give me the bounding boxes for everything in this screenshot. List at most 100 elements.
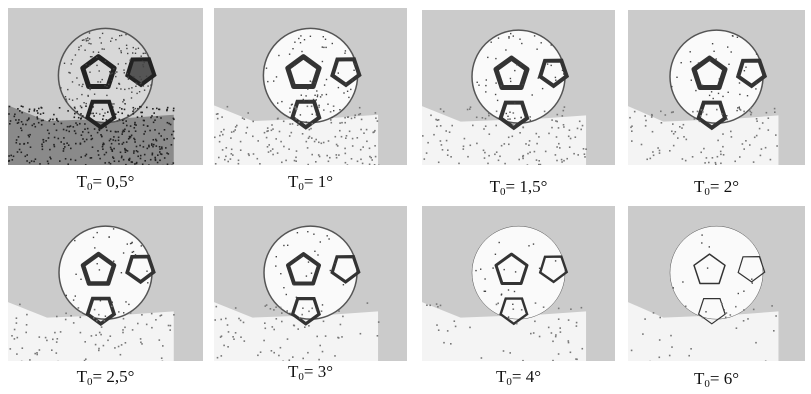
noise (308, 311, 310, 313)
noise (634, 111, 636, 113)
noise (84, 128, 86, 130)
noise (538, 136, 540, 138)
noise (125, 120, 127, 122)
noise (743, 148, 745, 150)
noise (497, 100, 498, 101)
noise (313, 99, 314, 100)
noise (527, 164, 529, 165)
noise (76, 77, 77, 78)
noise (727, 46, 728, 47)
noise (722, 96, 723, 97)
noise (128, 304, 129, 305)
noise (135, 53, 136, 54)
noise (712, 43, 713, 44)
noise (45, 140, 47, 142)
noise (68, 131, 70, 133)
noise (701, 234, 702, 235)
noise (123, 100, 124, 101)
noise (115, 76, 116, 77)
noise (124, 109, 126, 111)
noise (10, 120, 12, 122)
noise (352, 138, 354, 140)
noise (160, 117, 162, 119)
noise (307, 352, 309, 354)
noise (80, 118, 82, 120)
noise (86, 281, 87, 282)
noise (260, 351, 262, 353)
noise (54, 332, 56, 334)
noise (137, 108, 138, 109)
noise (75, 143, 77, 145)
noise (126, 125, 128, 127)
noise (289, 135, 291, 137)
noise (536, 49, 537, 50)
noise (297, 232, 298, 233)
noise (146, 324, 148, 326)
noise (36, 354, 38, 356)
noise (60, 141, 62, 143)
noise (314, 251, 315, 252)
noise (276, 256, 277, 257)
noise (281, 101, 282, 102)
noise (113, 228, 114, 229)
noise (296, 118, 298, 120)
noise (22, 106, 24, 108)
noise (762, 122, 764, 124)
noise (121, 157, 123, 159)
noise (88, 117, 90, 119)
noise (16, 353, 18, 355)
noise (650, 158, 652, 160)
noise (82, 84, 83, 85)
noise (294, 42, 295, 43)
noise (95, 344, 97, 346)
noise (563, 73, 564, 74)
noise (750, 114, 752, 116)
noise (19, 304, 21, 306)
noise (130, 60, 131, 61)
noise (97, 232, 98, 233)
noise (121, 344, 123, 346)
noise (124, 149, 126, 151)
noise (736, 110, 737, 111)
noise (579, 121, 581, 123)
noise (739, 156, 741, 158)
noise (482, 117, 484, 119)
noise (114, 347, 116, 349)
noise (121, 272, 122, 273)
noise (74, 113, 76, 115)
noise (276, 318, 278, 320)
noise (440, 305, 442, 307)
noise (128, 78, 129, 79)
noise (308, 137, 310, 139)
noise (125, 342, 127, 344)
noise (289, 313, 290, 314)
noise (318, 106, 320, 108)
noise (645, 125, 647, 127)
noise (756, 135, 758, 137)
noise (81, 311, 83, 313)
noise (126, 48, 127, 49)
noise (83, 39, 84, 40)
noise (123, 312, 124, 313)
noise (75, 122, 77, 124)
noise (280, 347, 282, 349)
noise (80, 279, 81, 280)
noise (238, 163, 240, 165)
noise (555, 334, 557, 336)
noise (318, 359, 320, 361)
noise (102, 148, 104, 150)
noise (144, 90, 145, 91)
noise (657, 147, 659, 149)
noise (235, 332, 237, 334)
noise (84, 341, 86, 343)
noise (143, 120, 145, 122)
noise (16, 317, 18, 319)
noise (501, 294, 502, 295)
noise (110, 131, 112, 133)
noise (694, 118, 696, 120)
noise (294, 160, 296, 162)
noise (225, 156, 227, 158)
noise (73, 322, 75, 324)
noise (142, 64, 143, 65)
noise (338, 72, 339, 73)
